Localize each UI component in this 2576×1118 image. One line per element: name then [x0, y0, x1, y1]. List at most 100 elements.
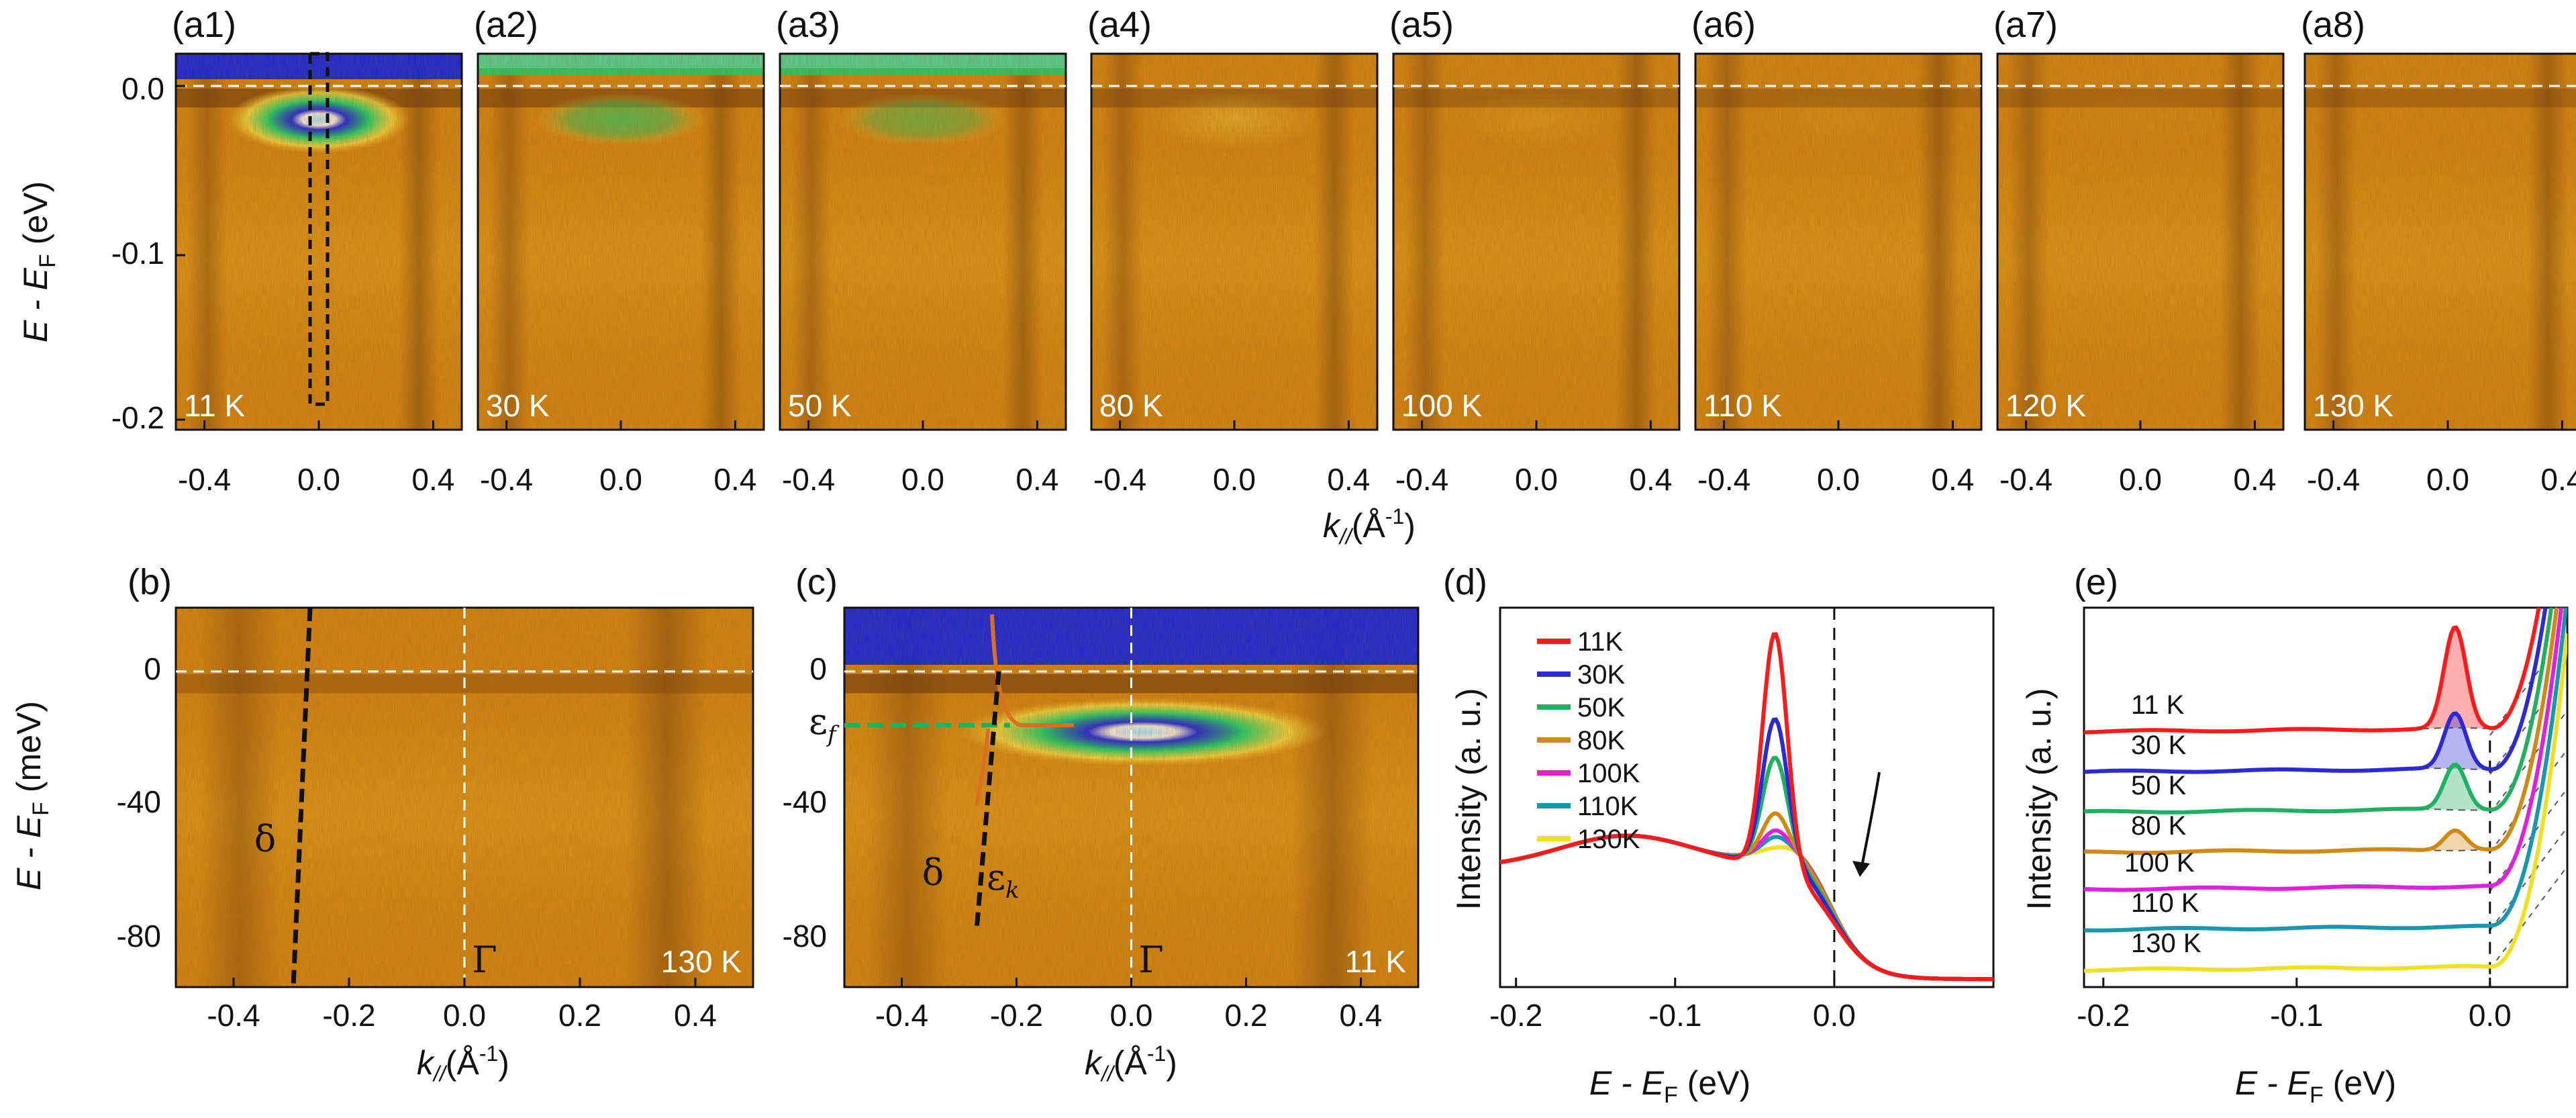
- edc-curve-e-3: [2084, 608, 2559, 855]
- panel-a6-xtick-2: 0.4: [1931, 462, 1974, 497]
- panel-b-xtick-2: 0.0: [443, 998, 486, 1033]
- panel-e-xtick-2: 0.0: [2469, 998, 2512, 1033]
- intensity-map: [1997, 54, 2283, 430]
- panel-c-ytick-1: -40: [783, 784, 827, 819]
- panel-b-ylabel: E - EF (meV): [10, 701, 54, 890]
- panel-e-label: (e): [2074, 562, 2118, 602]
- panel-a6-temp: 110 K: [1703, 388, 1782, 423]
- gap-area-0: [2376, 627, 2485, 731]
- panel-a6: (a6) 110 K -0.4 0.0 0.4: [1691, 5, 1983, 497]
- eps-k-label: εk: [987, 856, 1020, 904]
- panel-d-xlabel: E - EF (eV): [1589, 1064, 1750, 1108]
- delta-dispersion-line: [974, 671, 1001, 931]
- intensity-map: [176, 54, 462, 430]
- panel-b: (b) E - EF (meV) 0 -40 -80 δ Γ 130 K -0.4 -…: [10, 562, 754, 1086]
- panel-e-ylabel: Intensity (a. u.): [2020, 688, 2058, 911]
- panel-a7: (a7) 120 K -0.4 0.0 0.4: [1993, 5, 2285, 497]
- edc-curve-e-0: [2084, 608, 2541, 735]
- panel-c-xtick-3: 0.2: [1225, 998, 1268, 1033]
- panel-b-ytick-0: 0: [144, 651, 161, 686]
- curve-label-e-1: 30 K: [2131, 731, 2187, 760]
- panel-a3-xtick-2: 0.4: [1015, 462, 1058, 497]
- panel-a5-xtick-1: 0.0: [1515, 462, 1558, 497]
- edc-curve-e-5: [2084, 608, 2567, 933]
- panel-a4-xtick-2: 0.4: [1327, 462, 1370, 497]
- panel-a3-label: (a3): [776, 5, 840, 45]
- panel-a7-temp: 120 K: [2005, 388, 2087, 423]
- gamma-label: Γ: [472, 939, 497, 981]
- panel-a8-xtick-2: 0.4: [2540, 462, 2576, 497]
- panel-b-xtick-0: -0.4: [207, 998, 260, 1033]
- edc-curve-e-1: [2084, 608, 2548, 774]
- panel-a7-label: (a7): [1993, 5, 2058, 45]
- intensity-map: [2305, 54, 2576, 430]
- panel-b-temp: 130 K: [661, 944, 742, 979]
- gap-area-1: [2376, 713, 2485, 770]
- panel-a2-xtick-1: 0.0: [599, 462, 642, 497]
- panel-e: (e) Intensity (a. u.) 11 K 30 K 50 K 80 K 10…: [2020, 562, 2569, 1108]
- panel-a1-xtick-0: -0.4: [178, 462, 231, 497]
- panel-a1: (a1) 11 K -0.4 0.0 0.4: [172, 5, 463, 497]
- panel-a2: (a2) 30 K -0.4 0.0 0.4: [474, 5, 765, 497]
- gap-area-2: [2376, 764, 2485, 810]
- panel-a1-label: (a1): [172, 5, 236, 45]
- panel-c-xtick-1: -0.2: [990, 998, 1043, 1033]
- panel-a8-xtick-0: -0.4: [2307, 462, 2360, 497]
- legend-label-80k: 80K: [1577, 726, 1625, 755]
- delta-dispersion-line: [291, 607, 313, 988]
- top-ytick-0: 0.0: [121, 71, 164, 106]
- guide-line: [2489, 748, 2567, 853]
- panel-a6-xtick-1: 0.0: [1817, 462, 1860, 497]
- panel-d-xtick-2: 0.0: [1813, 998, 1856, 1033]
- panel-d-axes: [1499, 606, 1995, 988]
- edc-curve-e-2: [2084, 608, 2554, 814]
- panel-c-temp: 11 K: [1345, 944, 1407, 979]
- panel-a2-xtick-2: 0.4: [713, 462, 756, 497]
- panel-d-xtick-1: -0.1: [1648, 998, 1701, 1033]
- panel-d-xtick-0: -0.2: [1489, 998, 1542, 1033]
- legend-label-50k: 50K: [1577, 693, 1625, 723]
- panel-c-ytick-2: -80: [783, 919, 827, 953]
- panel-c-xtick-0: -0.4: [875, 998, 928, 1033]
- panel-a4: (a4) 80 K -0.4 0.0 0.4: [1087, 5, 1379, 497]
- panel-a3: (a3) 50 K -0.4 0.0 0.4: [776, 5, 1067, 497]
- panel-a7-xtick-1: 0.0: [2119, 462, 2162, 497]
- panel-a1-xtick-2: 0.4: [411, 462, 454, 497]
- panel-a7-xtick-2: 0.4: [2233, 462, 2276, 497]
- intensity-map: [478, 54, 764, 430]
- legend-label-30k: 30K: [1577, 660, 1625, 690]
- panel-b-ytick-2: -80: [117, 919, 161, 953]
- panel-a4-xtick-1: 0.0: [1213, 462, 1256, 497]
- curve-label-e-4: 100 K: [2124, 848, 2195, 878]
- panel-a2-label: (a2): [474, 5, 538, 45]
- guide-line: [2489, 709, 2567, 814]
- panel-a8-label: (a8): [2301, 5, 2365, 45]
- gap-area-3: [2376, 830, 2485, 851]
- panel-b-xtick-1: -0.2: [322, 998, 375, 1033]
- panel-c: (c) 0 -40 -80 δ εk Γ 11 K -0.4 -0.2 0.0 0.2 0.4…: [783, 562, 1420, 1086]
- panel-b-xlabel: k//(Å-1): [417, 1041, 509, 1086]
- top-ytick-1: -0.1: [111, 236, 164, 271]
- curve-label-e-5: 110 K: [2131, 888, 2199, 918]
- panel-b-xtick-4: 0.4: [674, 998, 717, 1033]
- top-ytick-2: -0.2: [111, 400, 164, 435]
- legend-label-11k: 11K: [1577, 627, 1624, 657]
- edc-curve-e-6: [2084, 633, 2567, 973]
- panel-a5-temp: 100 K: [1401, 388, 1483, 423]
- intensity-map: [1695, 54, 1981, 430]
- top-row: E - EF (eV) 0.0 -0.1 -0.2 k//(Å-1) (a1) 1…: [17, 5, 2576, 549]
- panel-e-xtick-1: -0.1: [2270, 998, 2323, 1033]
- top-xlabel: k//(Å-1): [1323, 504, 1416, 549]
- hybridized-band-fit: [975, 614, 1074, 806]
- edc-curve-11k: [1499, 632, 1993, 982]
- panel-a6-xtick-0: -0.4: [1697, 462, 1750, 497]
- edc-curve-e-4: [2084, 608, 2564, 892]
- panel-a8-temp: 130 K: [2313, 388, 2394, 423]
- top-ylabel: E - EF (eV): [17, 181, 60, 342]
- panel-e-xlabel: E - EF (eV): [2235, 1064, 2396, 1108]
- legend-label-100k: 100K: [1577, 759, 1640, 788]
- legend-label-110k: 110K: [1577, 792, 1638, 821]
- delta-label: δ: [254, 818, 277, 860]
- panel-c-xlabel: k//(Å-1): [1085, 1041, 1177, 1086]
